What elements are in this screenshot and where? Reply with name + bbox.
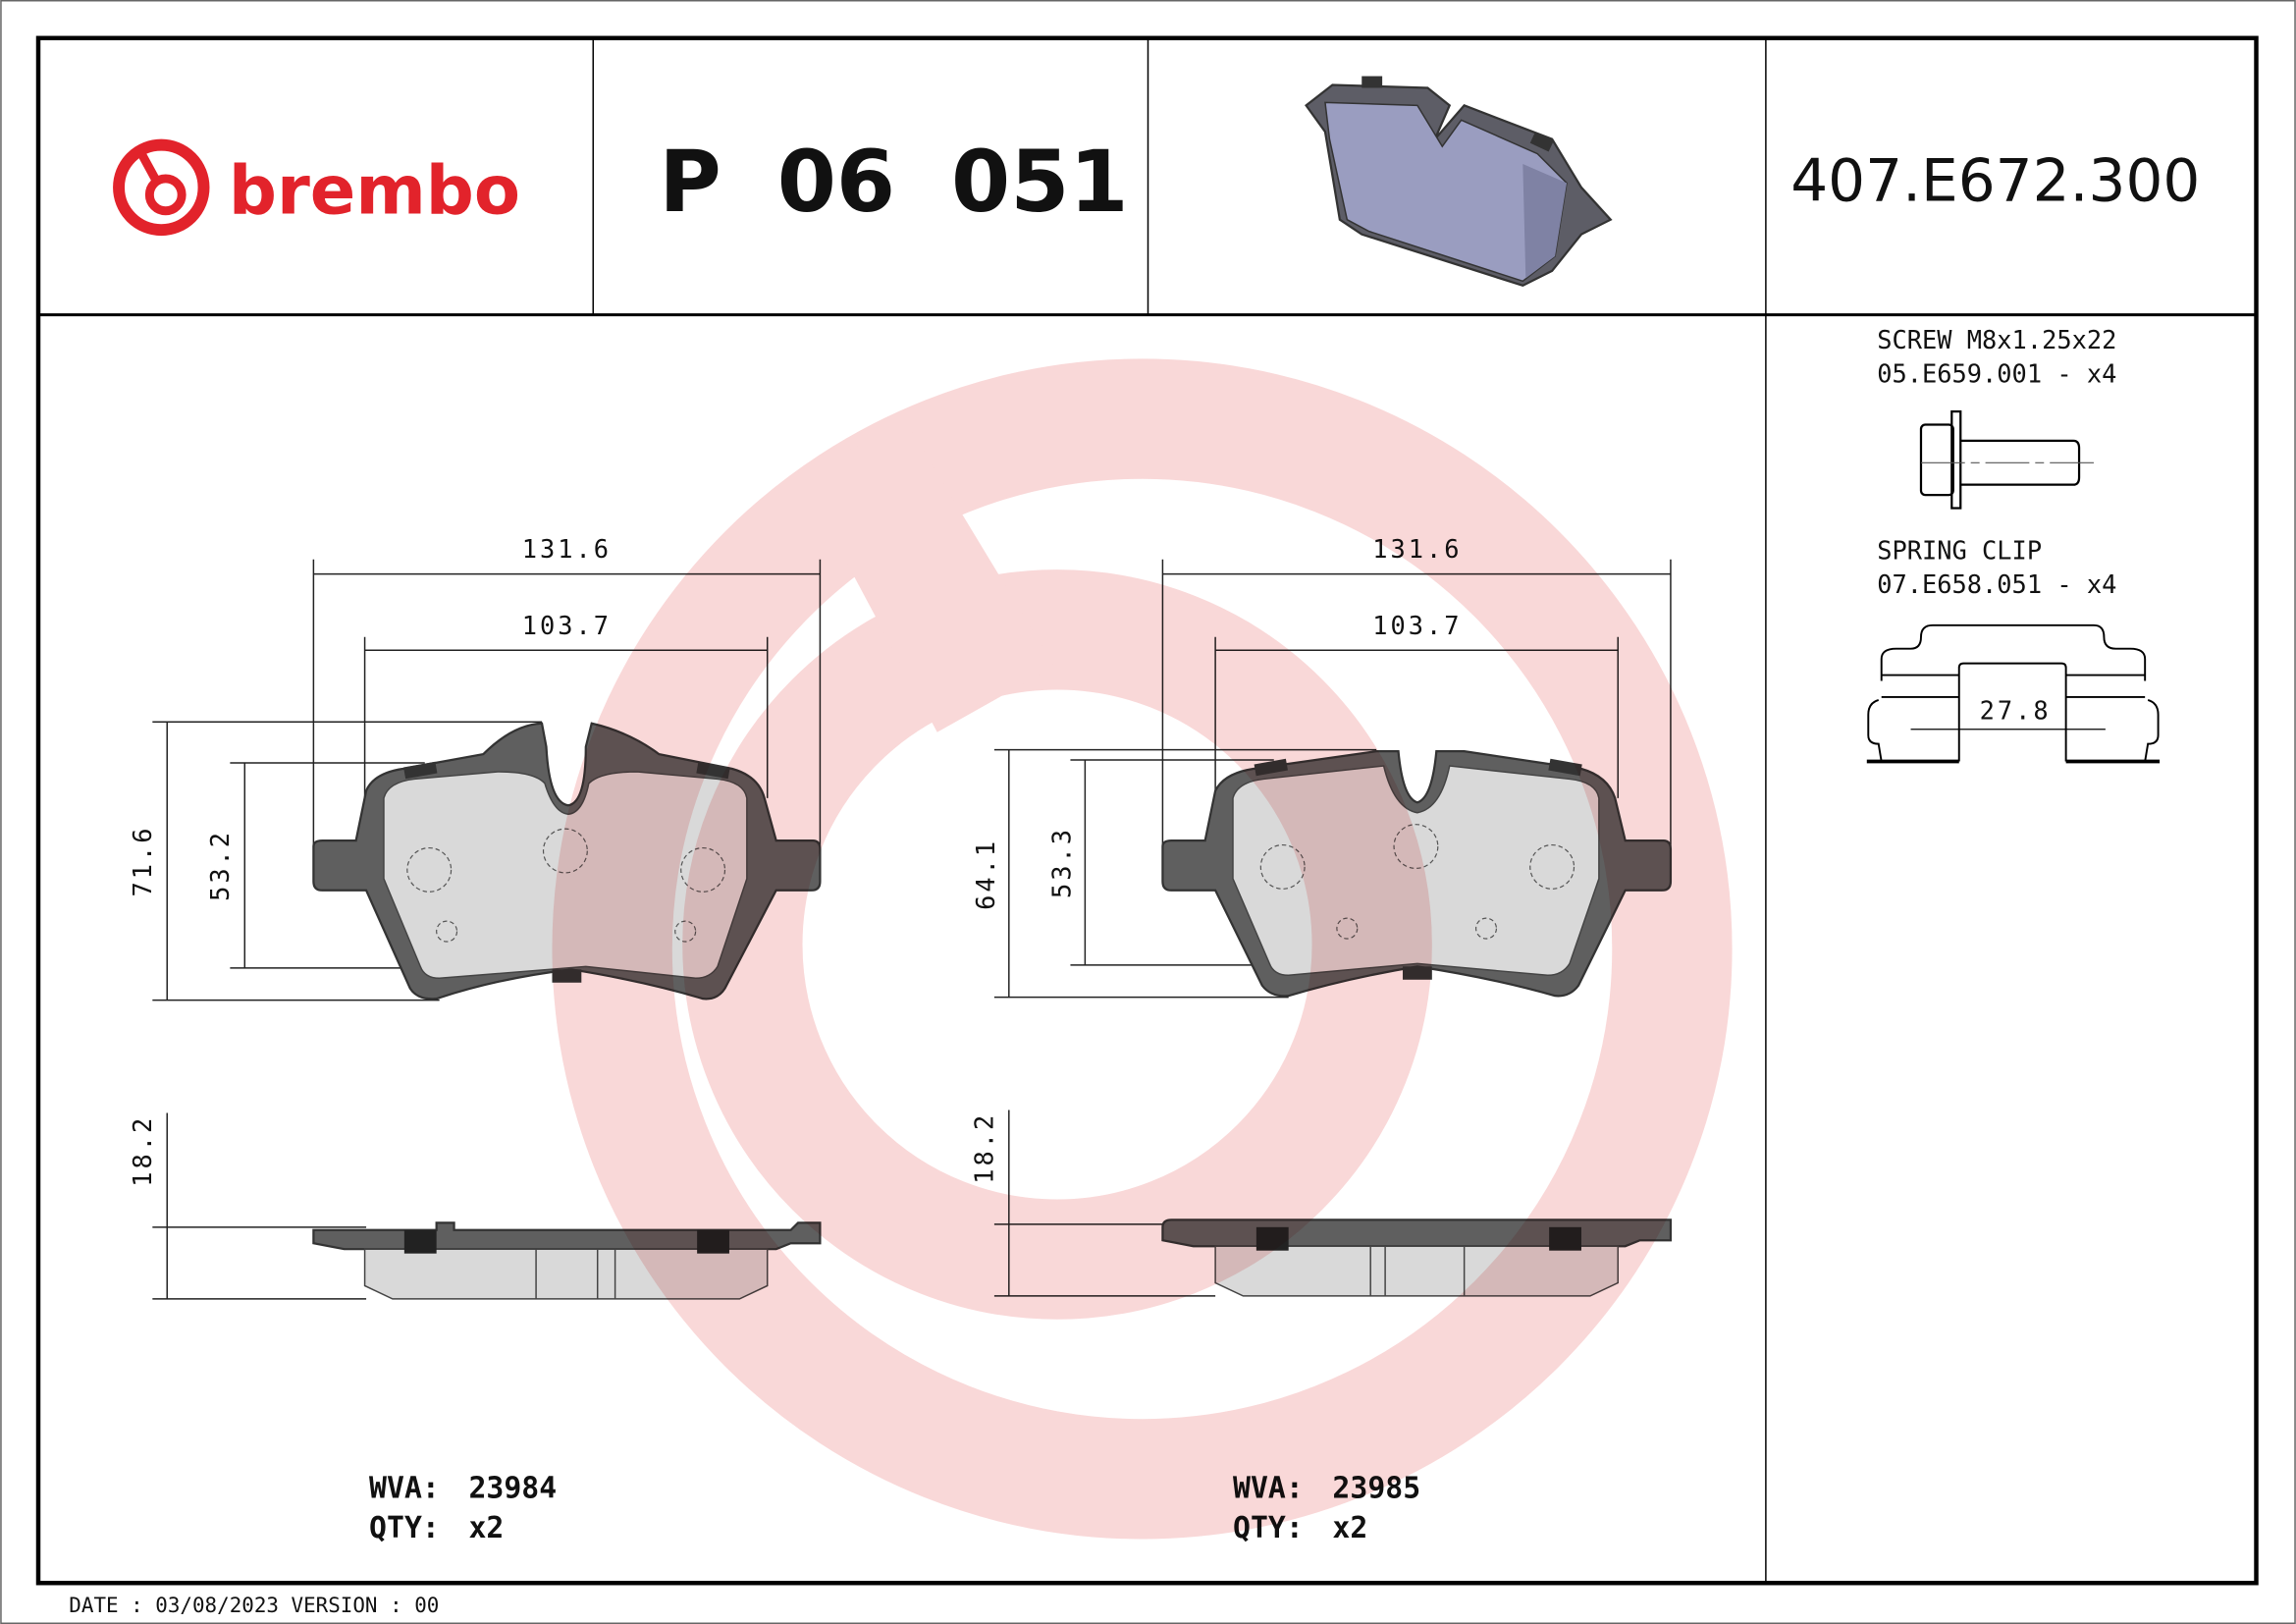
dim-width-friction: 103.7	[1372, 611, 1462, 640]
dim-height-friction: 53.2	[205, 830, 235, 901]
clip-code: 07.E658.051 - x4	[1877, 569, 2116, 599]
logo-stem	[136, 149, 163, 188]
screw-icon	[1919, 409, 2094, 510]
qty-value: x2	[468, 1511, 504, 1545]
wva-label: WVA:	[369, 1472, 440, 1506]
screw-code: 05.E659.001 - x4	[1877, 358, 2116, 388]
qty-value: x2	[1332, 1511, 1367, 1545]
logo-ring	[113, 138, 210, 237]
screw-name: SCREW M8x1.25x22	[1877, 325, 2116, 354]
part-number: P 06 051	[659, 134, 1128, 232]
clip-dimension: 27.8	[1980, 695, 2052, 725]
dim-height-overall: 64.1	[971, 839, 1000, 910]
wva-value: 23984	[468, 1472, 557, 1506]
frame	[35, 35, 2259, 1586]
footer-date-version: DATE : 03/08/2023 VERSION : 00	[69, 1594, 439, 1617]
dim-thickness: 18.2	[128, 1115, 157, 1187]
clip-name: SPRING CLIP	[1877, 536, 2042, 566]
spring-clip-icon	[1866, 623, 2161, 764]
dim-width-friction: 103.7	[522, 611, 612, 640]
dim-thickness: 18.2	[969, 1112, 998, 1184]
dim-height-overall: 71.6	[128, 825, 157, 896]
brembo-logo: brembo	[113, 138, 520, 237]
pad-render-image	[1305, 76, 1613, 288]
logo-inner	[144, 174, 187, 216]
qty-label: QTY:	[369, 1511, 440, 1545]
brembo-watermark	[552, 358, 1733, 1540]
dim-width-overall: 131.6	[522, 534, 612, 564]
dim-height-friction: 53.3	[1046, 827, 1076, 898]
brand-name: brembo	[229, 152, 520, 231]
reference-code: 407.E672.300	[1790, 147, 2200, 215]
